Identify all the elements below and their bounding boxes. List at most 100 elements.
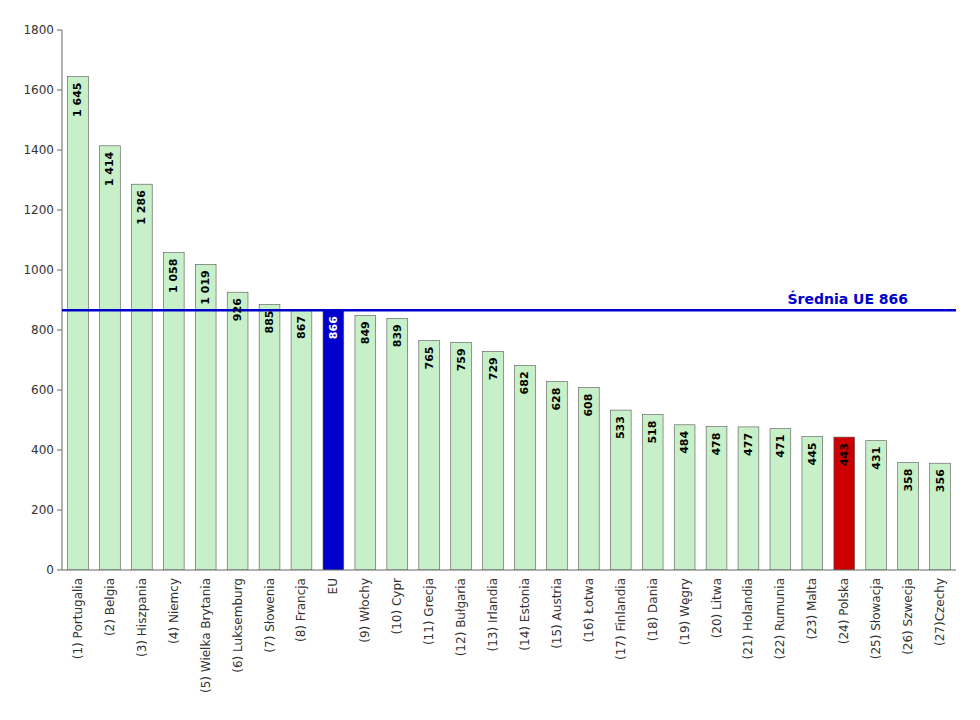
x-tick-label: (22) Rumunia [773,578,787,659]
data-label: 1 414 [103,151,116,186]
y-tick-label: 800 [31,323,54,337]
x-tick-label: (7) Słowenia [263,578,277,653]
data-label: 518 [646,421,659,444]
x-tick-label: (23) Malta [805,578,819,640]
data-label: 1 058 [167,259,180,293]
bar [770,429,791,570]
data-label: 866 [327,316,340,339]
data-label: 849 [359,321,372,344]
x-tick-label: (8) Francja [294,578,308,642]
bar [930,463,951,570]
y-tick-label: 1200 [23,203,54,217]
chart: 020040060080010001200140016001800Średnia… [0,0,980,720]
y-tick-label: 200 [31,503,54,517]
x-tick-label: (2) Belgia [103,578,117,636]
bar [578,388,599,570]
bar [259,305,280,571]
bar [515,365,536,570]
x-tick-label: (10) Cypr [390,578,404,635]
x-tick-label: (17) Finlandia [614,578,628,660]
x-tick-label: (1) Portugalia [71,578,85,659]
x-tick-label: (26) Szwecja [901,578,915,655]
x-tick-label: (4) Niemcy [167,578,181,644]
data-label: 682 [518,371,531,394]
data-label: 867 [295,316,308,339]
x-axis: (1) Portugalia (2) Belgia (3) Hiszpania (4)… [71,578,947,693]
x-tick-label: (18) Dania [646,578,660,641]
x-tick-label: (13) Irlandia [486,578,500,652]
bar [834,437,855,570]
bar [610,410,631,570]
data-label: 759 [455,348,468,371]
bar [483,351,504,570]
x-tick-label: (24) Polska [837,578,851,644]
y-tick [57,450,62,451]
data-label: 1 286 [135,190,148,225]
data-label: 608 [582,394,595,417]
bar [451,342,472,570]
y-axis-line [62,30,63,570]
y-tick [57,510,62,511]
x-tick-label: (3) Hiszpania [135,578,149,657]
x-tick-label: (21) Holandia [741,578,755,659]
y-axis: 020040060080010001200140016001800 [23,23,62,577]
bar [898,463,919,570]
bar [547,382,568,570]
bar [642,415,663,570]
x-tick-label: (12) Bułgaria [454,578,468,656]
data-label: 765 [423,347,436,370]
data-label: 431 [870,447,883,470]
data-label: 926 [231,298,244,321]
bar [355,315,376,570]
bar [866,441,887,570]
data-label: 1 019 [199,270,212,304]
y-tick [57,270,62,271]
x-tick-label: (27)Czechy [933,578,947,646]
data-label: 484 [678,430,691,453]
data-label: 729 [487,357,500,380]
x-axis-line [62,570,956,571]
x-tick-label: (19) Węgry [678,578,692,645]
data-label: 1 645 [71,83,84,117]
chart-container: 020040060080010001200140016001800Średnia… [0,0,980,720]
data-label: 628 [550,388,563,411]
bar [131,184,152,570]
data-labels: 1 645 1 414 1 286 1 058 1 019 926 885 867 866 849… [71,83,946,493]
x-tick-label: (20) Litwa [710,578,724,638]
bar [291,310,312,570]
bar [419,341,440,571]
y-tick-label: 600 [31,383,54,397]
y-tick [57,90,62,91]
x-tick-label: (6) Luksemburg [231,578,245,673]
x-tick-label: (5) Wielka Brytania [199,578,213,693]
y-tick-label: 400 [31,443,54,457]
x-tick-label: (14) Estonia [518,578,532,651]
data-label: 885 [263,311,276,334]
reference-line-group [62,310,956,311]
bar [163,253,184,570]
average-label: Średnia UE 866 [787,290,908,307]
data-label: 471 [774,435,787,458]
bar [706,427,727,570]
bar [738,427,759,570]
y-tick-label: 1800 [23,23,54,37]
data-label: 533 [614,416,627,439]
data-label: 478 [710,433,723,456]
bar [387,318,408,570]
bar [227,292,248,570]
data-label: 443 [838,443,851,466]
y-tick [57,390,62,391]
x-tick-label: (11) Grecja [422,578,436,645]
x-tick-label: (15) Austria [550,578,564,649]
data-label: 358 [902,469,915,492]
x-tick-label: EU [326,578,340,594]
bar [68,77,89,571]
bar [674,425,695,570]
y-tick [57,570,62,571]
x-tick-label: (25) Słowacja [869,578,883,659]
y-tick-label: 0 [46,563,54,577]
y-tick [57,330,62,331]
y-tick-label: 1000 [23,263,54,277]
y-tick-label: 1600 [23,83,54,97]
data-label: 356 [934,469,947,492]
